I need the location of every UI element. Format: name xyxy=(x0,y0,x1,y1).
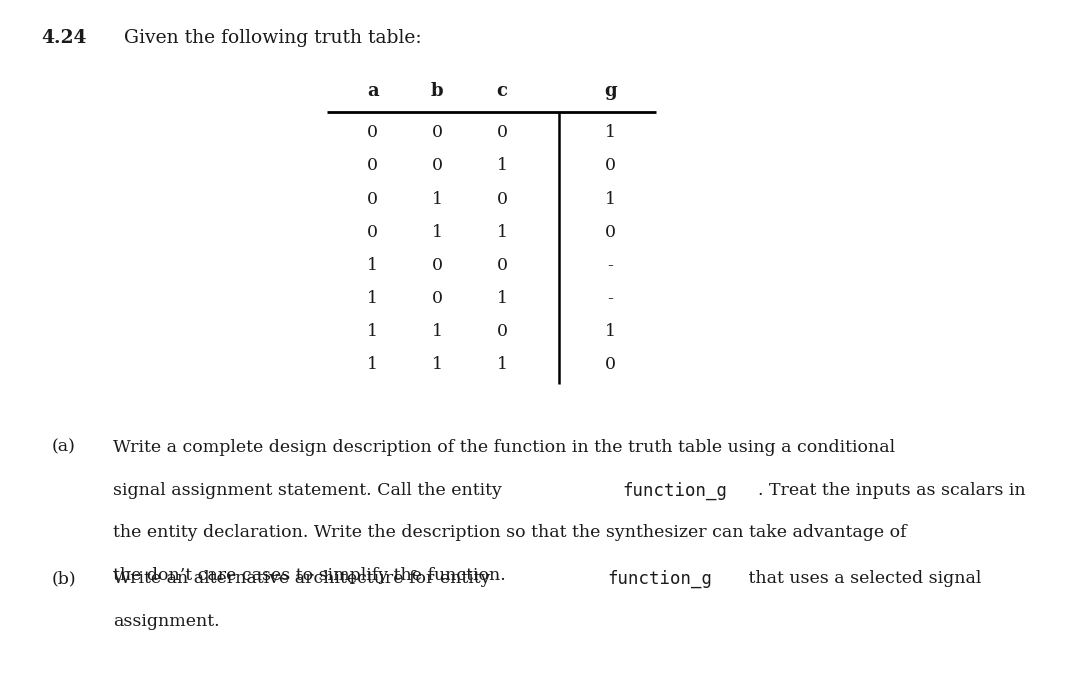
Text: 0: 0 xyxy=(367,191,378,207)
Text: 0: 0 xyxy=(497,257,508,274)
Text: 0: 0 xyxy=(432,158,443,174)
Text: 0: 0 xyxy=(367,158,378,174)
Text: 0: 0 xyxy=(367,124,378,141)
Text: g: g xyxy=(604,82,617,100)
Text: 1: 1 xyxy=(432,357,443,373)
Text: 1: 1 xyxy=(367,290,378,307)
Text: c: c xyxy=(497,82,508,100)
Text: Given the following truth table:: Given the following truth table: xyxy=(124,29,422,47)
Text: (b): (b) xyxy=(52,570,77,587)
Text: 1: 1 xyxy=(367,257,378,274)
Text: 1: 1 xyxy=(497,357,508,373)
Text: 0: 0 xyxy=(497,124,508,141)
Text: . Treat the inputs as scalars in: . Treat the inputs as scalars in xyxy=(758,482,1025,499)
Text: 0: 0 xyxy=(605,357,616,373)
Text: 1: 1 xyxy=(432,224,443,240)
Text: signal assignment statement. Call the entity: signal assignment statement. Call the en… xyxy=(113,482,508,499)
Text: b: b xyxy=(431,82,444,100)
Text: that uses a selected signal: that uses a selected signal xyxy=(743,570,982,587)
Text: 0: 0 xyxy=(497,323,508,340)
Text: 0: 0 xyxy=(432,257,443,274)
Text: 0: 0 xyxy=(367,224,378,240)
Text: (a): (a) xyxy=(52,439,76,456)
Text: 1: 1 xyxy=(497,158,508,174)
Text: 1: 1 xyxy=(605,124,616,141)
Text: 1: 1 xyxy=(432,323,443,340)
Text: the don’t care cases to simplify the function.: the don’t care cases to simplify the fun… xyxy=(113,567,507,585)
Text: the entity declaration. Write the description so that the synthesizer can take a: the entity declaration. Write the descri… xyxy=(113,524,907,542)
Text: -: - xyxy=(607,290,613,307)
Text: 0: 0 xyxy=(432,124,443,141)
Text: 1: 1 xyxy=(432,191,443,207)
Text: 1: 1 xyxy=(497,290,508,307)
Text: 0: 0 xyxy=(605,158,616,174)
Text: 1: 1 xyxy=(605,191,616,207)
Text: 1: 1 xyxy=(497,224,508,240)
Text: function_g: function_g xyxy=(608,570,713,588)
Text: 0: 0 xyxy=(605,224,616,240)
Text: function_g: function_g xyxy=(622,482,727,500)
Text: 1: 1 xyxy=(605,323,616,340)
Text: Write a complete design description of the function in the truth table using a c: Write a complete design description of t… xyxy=(113,439,895,456)
Text: 1: 1 xyxy=(367,323,378,340)
Text: assignment.: assignment. xyxy=(113,613,220,630)
Text: 1: 1 xyxy=(367,357,378,373)
Text: -: - xyxy=(607,257,613,274)
Text: 0: 0 xyxy=(432,290,443,307)
Text: Write an alternative architecture for entity: Write an alternative architecture for en… xyxy=(113,570,497,587)
Text: 4.24: 4.24 xyxy=(41,29,86,47)
Text: 0: 0 xyxy=(497,191,508,207)
Text: a: a xyxy=(367,82,378,100)
